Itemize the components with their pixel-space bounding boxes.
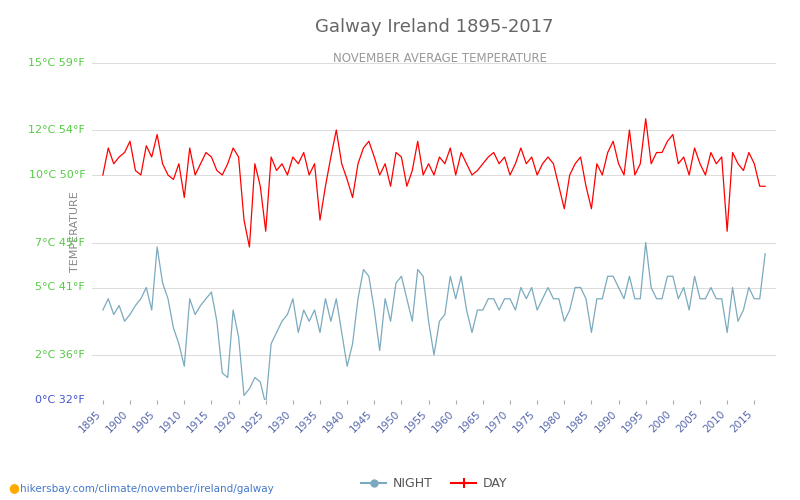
Legend: NIGHT, DAY: NIGHT, DAY <box>356 472 512 495</box>
Text: 5°C 41°F: 5°C 41°F <box>35 282 85 292</box>
Y-axis label: TEMPERATURE: TEMPERATURE <box>70 191 80 272</box>
Text: NOVEMBER AVERAGE TEMPERATURE: NOVEMBER AVERAGE TEMPERATURE <box>333 52 547 66</box>
Text: 7°C 45°F: 7°C 45°F <box>35 238 85 248</box>
Text: 2°C 36°F: 2°C 36°F <box>35 350 85 360</box>
Text: 12°C 54°F: 12°C 54°F <box>28 125 85 135</box>
Text: 10°C 50°F: 10°C 50°F <box>29 170 85 180</box>
Text: ●: ● <box>8 481 19 494</box>
Text: 0°C 32°F: 0°C 32°F <box>35 395 85 405</box>
Text: hikersbay.com/climate/november/ireland/galway: hikersbay.com/climate/november/ireland/g… <box>20 484 274 494</box>
Text: 15°C 59°F: 15°C 59°F <box>29 58 85 68</box>
Title: Galway Ireland 1895-2017: Galway Ireland 1895-2017 <box>314 18 554 36</box>
